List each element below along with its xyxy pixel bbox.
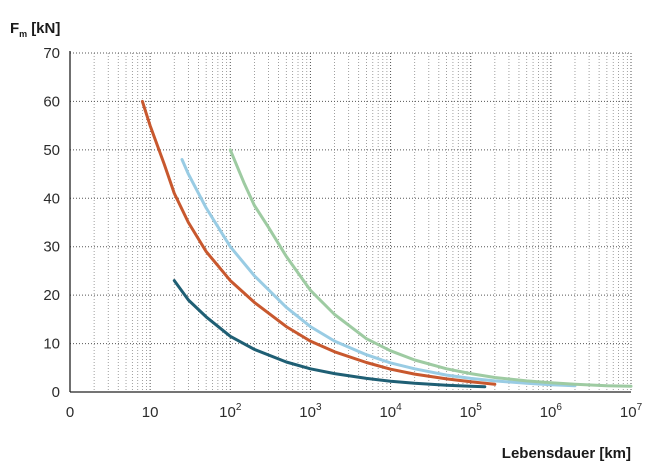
x-tick-label: 104 [379, 402, 402, 421]
series-line-4 [228, 148, 633, 388]
y-tick-label: 70 [43, 45, 60, 62]
y-tick-label: 20 [43, 287, 60, 304]
x-tick-label: 102 [219, 402, 242, 421]
y-tick-label: 0 [52, 384, 60, 401]
x-tick-label: 10 [142, 404, 159, 421]
grid [70, 52, 632, 392]
y-tick-label: 40 [43, 190, 60, 207]
y-tick-label: 10 [43, 336, 60, 353]
axes [69, 51, 631, 393]
series-line-3 [180, 158, 577, 388]
x-tick-label: 103 [299, 402, 322, 421]
y-axis-label: Fm [kN] [10, 20, 60, 39]
series-lines [140, 99, 633, 389]
x-tick-label: 105 [460, 402, 483, 421]
x-tick-label: 0 [66, 404, 74, 421]
series-line-1 [172, 279, 487, 389]
tick-labels: 0 10 20 30 40 50 60 70 0 10 102 103 104 105 106 107 [43, 45, 642, 421]
x-tick-label: 107 [620, 402, 643, 421]
y-tick-label: 60 [43, 93, 60, 110]
y-tick-label: 50 [43, 142, 60, 159]
y-tick-label: 30 [43, 239, 60, 256]
series-line-2 [140, 99, 497, 386]
x-tick-label: 106 [540, 402, 563, 421]
x-axis-label: Lebensdauer [km] [502, 445, 631, 462]
